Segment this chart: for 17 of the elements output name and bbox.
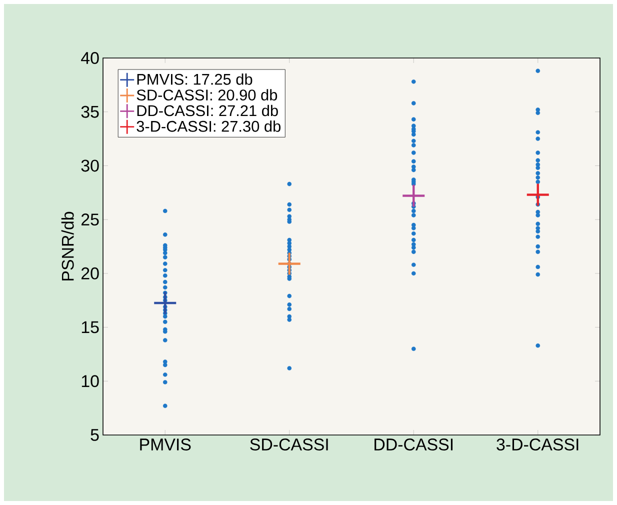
y-tick-label: 40 <box>81 52 99 64</box>
y-tick-label: 5 <box>90 429 99 441</box>
x-tick-label: PMVIS <box>140 438 191 451</box>
y-tick-label: 20 <box>82 267 99 280</box>
legend-label: SD-CASSI: 20.90 db <box>136 89 278 101</box>
y-tick-label: 30 <box>81 160 99 172</box>
x-tick-label: SD-CASSI <box>250 438 328 451</box>
y-tick-label: 25 <box>82 214 99 226</box>
legend-label: PMVIS: 17.25 db <box>137 73 252 85</box>
y-tick-label: 15 <box>82 321 99 334</box>
y-axis-title: PSNR/db <box>61 212 74 280</box>
legend-label: 3-D-CASSI: 27.30 db <box>136 120 280 132</box>
legend-label: DD-CASSI: 27.21 db <box>137 104 278 116</box>
x-tick-label: 3-D-CASSI <box>496 438 578 451</box>
x-tick-label: DD-CASSI <box>374 438 453 451</box>
y-tick-label: 10 <box>82 375 99 388</box>
y-tick-label: 35 <box>81 106 99 118</box>
